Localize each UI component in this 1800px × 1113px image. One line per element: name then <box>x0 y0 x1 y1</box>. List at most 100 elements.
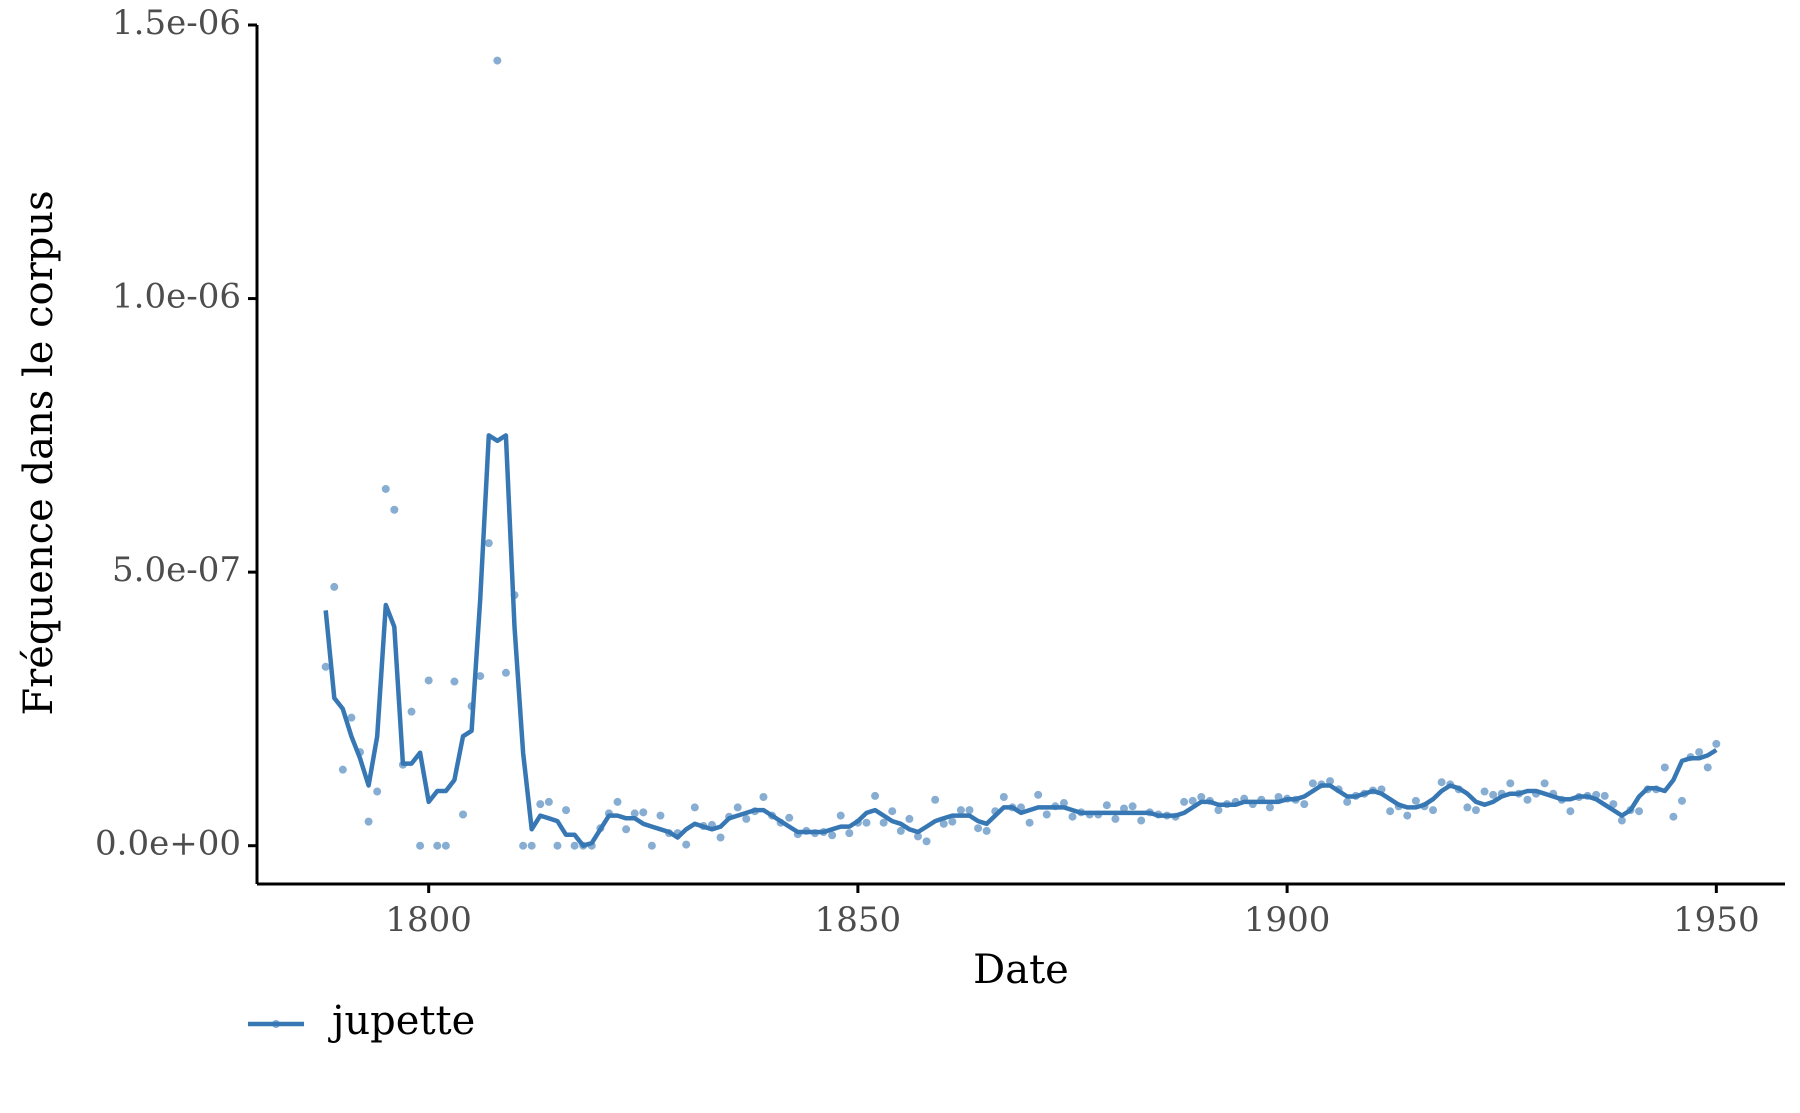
data-point <box>956 806 965 815</box>
data-point <box>1695 748 1704 757</box>
data-point <box>373 787 382 796</box>
data-point <box>536 800 545 809</box>
data-point <box>416 841 425 850</box>
y-tick-label: 0.0e+00 <box>95 824 241 864</box>
data-point <box>338 765 347 774</box>
smoothed-line <box>323 433 1718 848</box>
x-axis-title: Date <box>973 947 1069 993</box>
data-point <box>896 826 905 835</box>
data-point <box>476 672 485 681</box>
data-point <box>1429 806 1438 815</box>
data-point <box>1463 803 1472 812</box>
data-point <box>1180 797 1189 806</box>
data-point <box>381 484 390 493</box>
data-point <box>871 791 880 800</box>
x-tick-label: 1950 <box>1673 900 1760 940</box>
data-point <box>1403 811 1412 820</box>
data-point <box>879 818 888 827</box>
y-tick-label: 5.0e-07 <box>112 550 241 590</box>
data-point <box>1635 807 1644 816</box>
data-point <box>1677 796 1686 805</box>
data-point <box>1471 806 1480 815</box>
data-point <box>1600 791 1609 800</box>
data-point <box>450 677 459 686</box>
data-point <box>570 841 579 850</box>
data-point <box>1523 795 1532 804</box>
data-point <box>974 824 983 833</box>
data-point <box>364 817 373 826</box>
data-point <box>647 841 656 850</box>
x-tick-label: 1900 <box>1244 900 1331 940</box>
data-point <box>690 803 699 812</box>
data-point <box>1042 810 1051 819</box>
data-point <box>922 837 931 846</box>
data-point <box>622 825 631 834</box>
x-tick-label: 1800 <box>385 900 472 940</box>
data-point <box>733 803 742 812</box>
data-point <box>390 505 399 514</box>
data-point <box>1300 800 1309 809</box>
data-point <box>1034 790 1043 799</box>
data-point <box>1059 799 1068 808</box>
data-point <box>982 826 991 835</box>
data-point <box>630 809 639 818</box>
data-point <box>639 808 648 817</box>
data-point <box>1111 814 1120 823</box>
data-point <box>1669 812 1678 821</box>
data-point <box>948 817 957 826</box>
data-point <box>1102 801 1111 810</box>
data-point <box>1489 790 1498 799</box>
data-point <box>905 814 914 823</box>
data-point <box>1128 802 1137 811</box>
data-point <box>1386 807 1395 816</box>
data-point <box>1120 804 1129 813</box>
data-point <box>1609 800 1618 809</box>
data-point <box>424 676 433 685</box>
data-point <box>836 811 845 820</box>
data-point <box>1343 797 1352 806</box>
data-point <box>613 797 622 806</box>
data-point <box>1068 812 1077 821</box>
data-point <box>1506 779 1515 788</box>
data-point <box>553 841 562 850</box>
data-point <box>742 814 751 823</box>
data-point <box>1566 807 1575 816</box>
data-point <box>407 707 416 716</box>
data-point <box>1308 779 1317 788</box>
data-point <box>1137 816 1146 825</box>
data-point <box>493 56 502 65</box>
data-point <box>441 841 450 850</box>
data-point <box>888 807 897 816</box>
data-point <box>544 797 553 806</box>
data-point <box>828 831 837 840</box>
data-point <box>845 829 854 838</box>
data-point <box>913 832 922 841</box>
data-point <box>1540 779 1549 788</box>
y-tick-label: 1.5e-06 <box>112 3 241 43</box>
data-point <box>1480 787 1489 796</box>
data-point <box>519 841 528 850</box>
data-point <box>347 713 356 722</box>
data-point <box>1214 806 1223 815</box>
legend-label: jupette <box>328 998 475 1044</box>
legend-point <box>272 1020 280 1028</box>
data-point <box>321 662 330 671</box>
data-point <box>682 840 691 849</box>
data-point <box>1712 739 1721 748</box>
data-point <box>1617 816 1626 825</box>
data-point <box>999 793 1008 802</box>
data-point <box>1326 777 1335 786</box>
data-point <box>939 819 948 828</box>
data-point <box>759 793 768 802</box>
data-point <box>1703 763 1712 772</box>
data-point <box>1437 778 1446 787</box>
y-tick-label: 1.0e-06 <box>112 277 241 317</box>
data-point <box>527 841 536 850</box>
data-point <box>1660 763 1669 772</box>
data-point <box>484 539 493 548</box>
data-point <box>1025 818 1034 827</box>
data-point <box>656 811 665 820</box>
data-point <box>330 582 339 591</box>
data-point <box>785 813 794 822</box>
data-point <box>1265 803 1274 812</box>
